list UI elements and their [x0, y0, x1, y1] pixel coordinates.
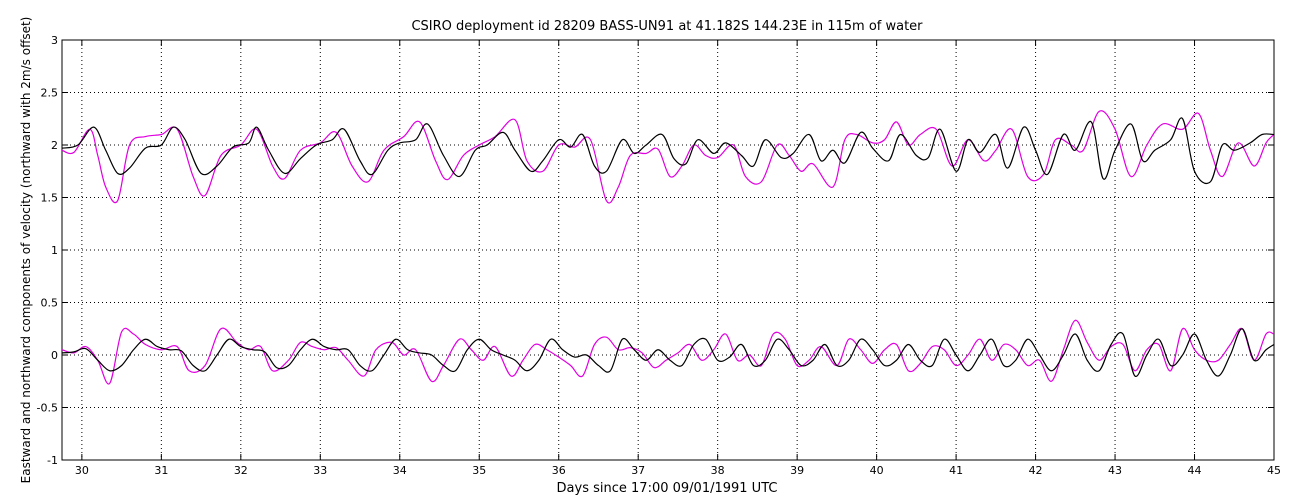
y-tick-label: -0.5	[37, 402, 58, 415]
y-axis-label: Eastward and northward components of vel…	[19, 17, 33, 484]
x-tick-label: 31	[154, 464, 168, 477]
x-tick-label: 38	[711, 464, 725, 477]
x-tick-label: 34	[393, 464, 407, 477]
grid-lines	[62, 40, 1274, 460]
x-tick-label: 40	[870, 464, 884, 477]
y-tick-label: 0	[51, 349, 58, 362]
chart-title: CSIRO deployment id 28209 BASS-UN91 at 4…	[411, 19, 923, 34]
series-line-northward-model-offset-2	[62, 117, 1274, 185]
x-tick-label: 44	[1188, 464, 1202, 477]
x-tick-label: 36	[552, 464, 566, 477]
x-tick-label: 39	[790, 464, 804, 477]
x-axis-label: Days since 17:00 09/01/1991 UTC	[557, 481, 778, 496]
y-tick-label: 3	[51, 34, 58, 47]
plot-frame	[61, 39, 1275, 461]
x-tick-label: 33	[313, 464, 327, 477]
y-tick-label: -1	[47, 454, 58, 467]
x-tick-label: 41	[949, 464, 963, 477]
x-tick-label: 32	[234, 464, 248, 477]
y-tick-label: 2	[51, 139, 58, 152]
y-tick-label: 2.5	[41, 87, 59, 100]
series-line-eastward-model	[62, 328, 1274, 377]
x-tick-label: 43	[1108, 464, 1122, 477]
series-line-eastward-measured	[62, 319, 1274, 385]
x-tick-label: 37	[631, 464, 645, 477]
x-axis-ticks: 30 31 32 33 34 35 36 37 38 39 40 41 42 43 44 45	[75, 40, 1281, 477]
x-tick-label: 30	[75, 464, 89, 477]
x-tick-label: 45	[1267, 464, 1281, 477]
series-lines	[62, 110, 1274, 385]
x-tick-label: 42	[1029, 464, 1043, 477]
y-axis-ticks: -1 -0.5 0 0.5 1 1.5 2 2.5 3	[37, 34, 1274, 467]
y-tick-label: 0.5	[41, 297, 59, 310]
y-tick-label: 1.5	[41, 192, 59, 205]
x-tick-label: 35	[472, 464, 486, 477]
y-tick-label: 1	[51, 244, 58, 257]
